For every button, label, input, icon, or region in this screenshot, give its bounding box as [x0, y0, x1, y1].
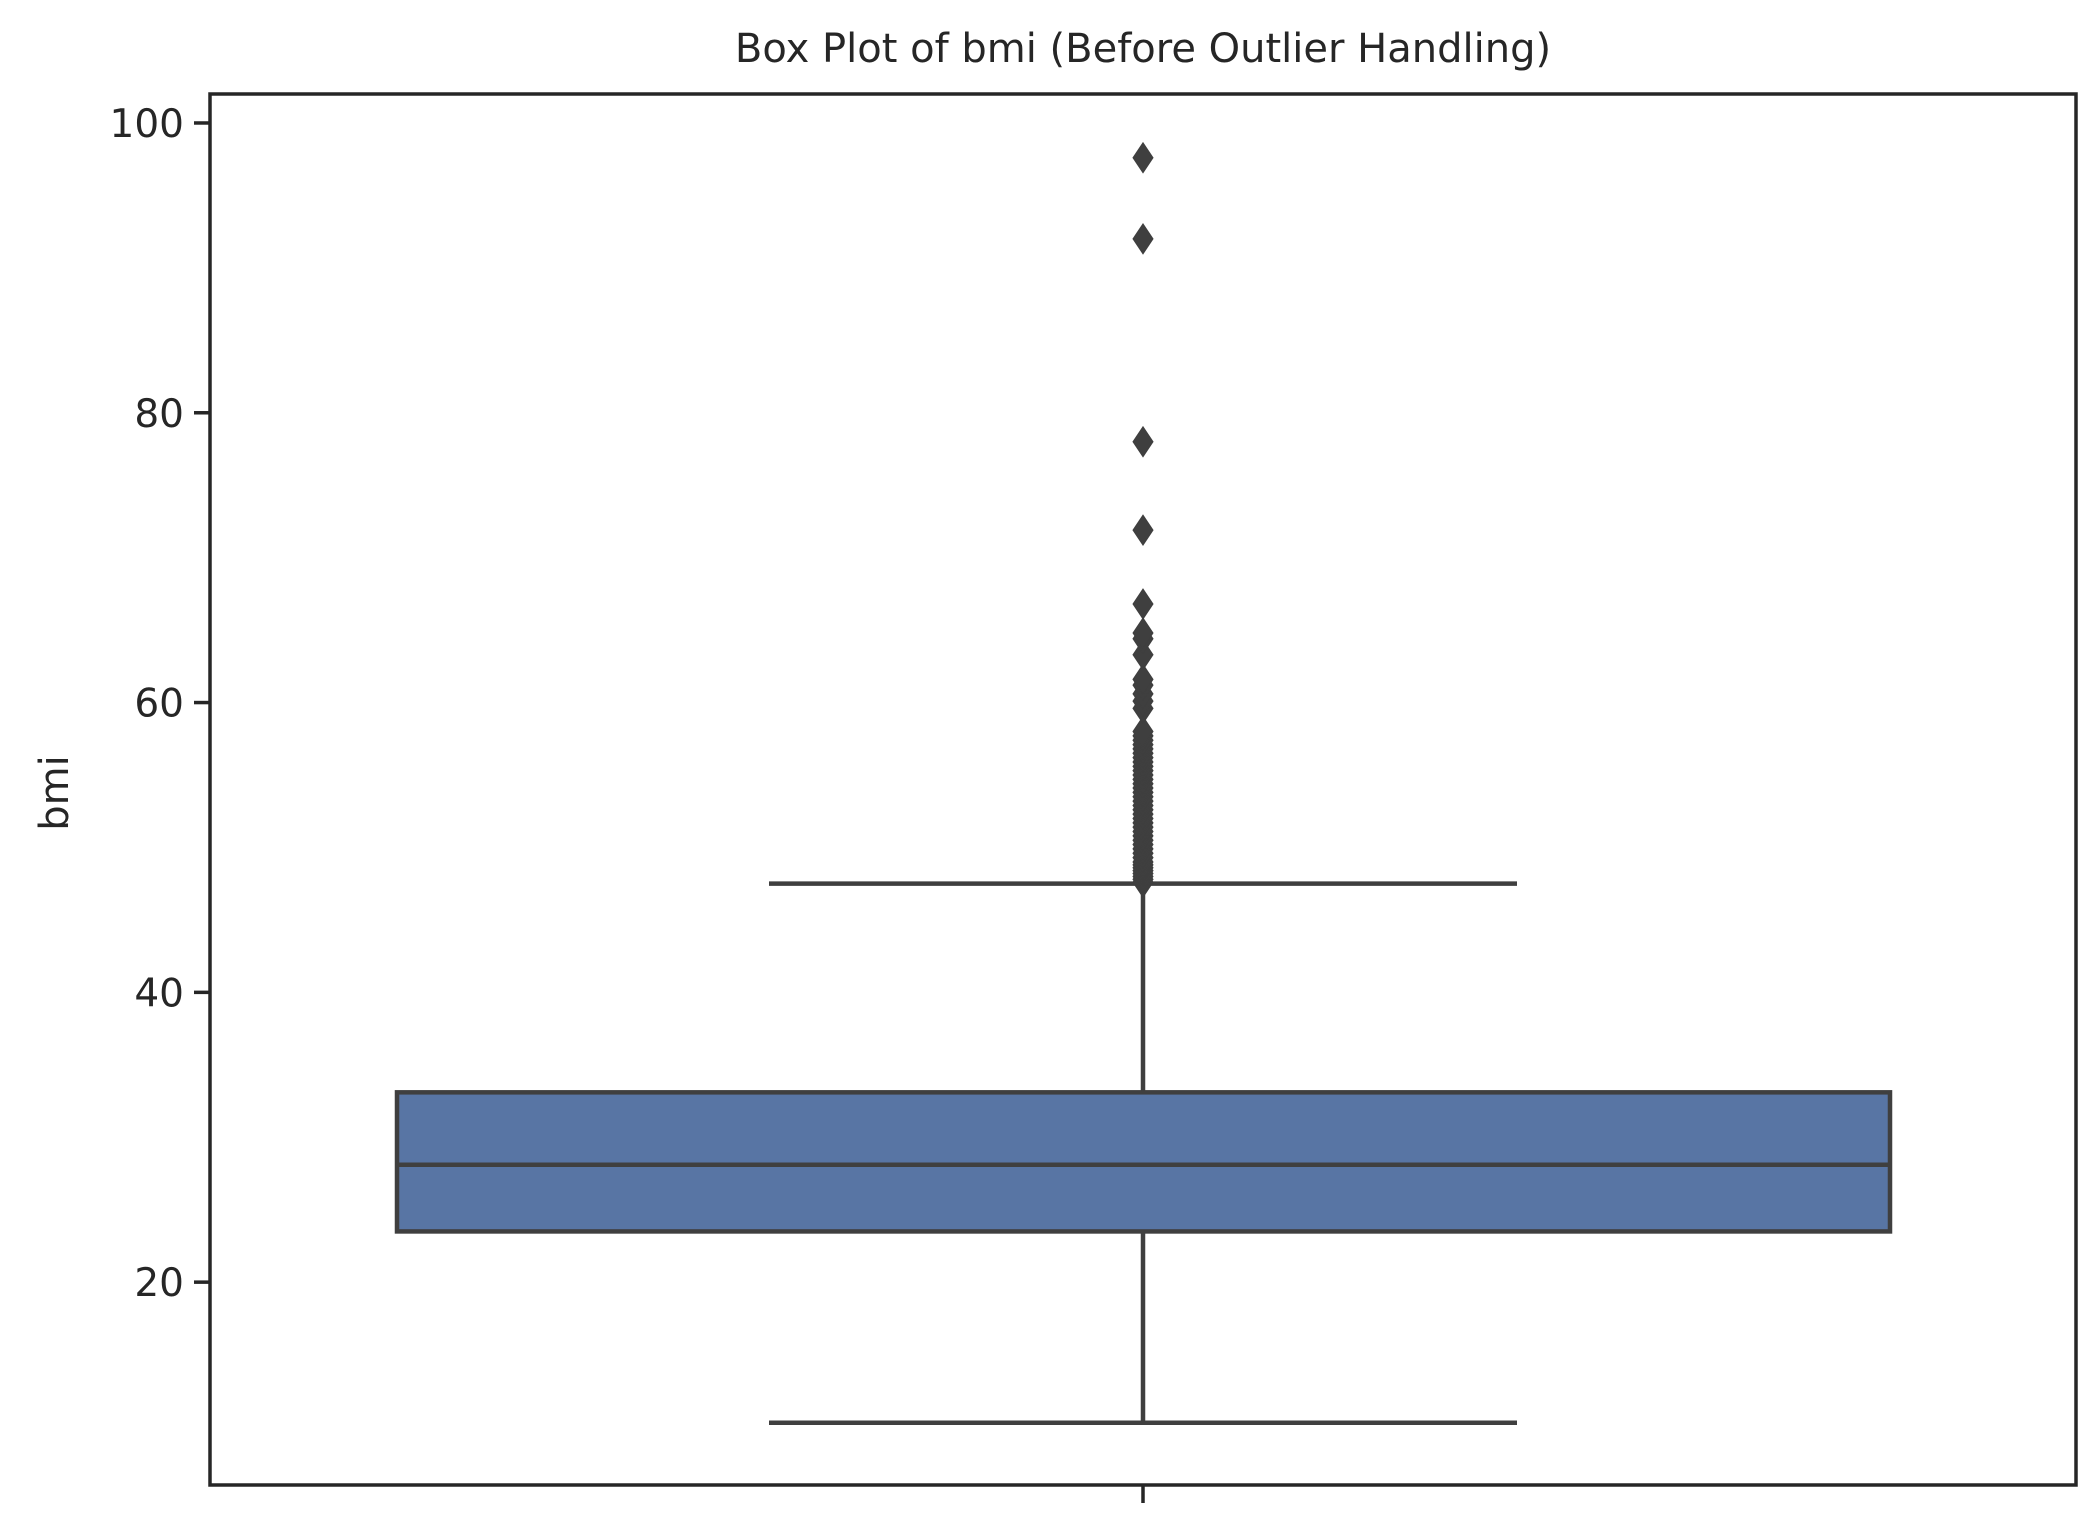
y-tick-label: 100 [110, 102, 184, 147]
outlier-point [1132, 638, 1154, 671]
outlier-point [1132, 425, 1154, 458]
outlier-point [1132, 141, 1154, 174]
outlier-point [1132, 617, 1154, 649]
plot-area: 20 40 60 80 100 [110, 92, 2078, 1503]
outlier-point [1132, 663, 1154, 696]
y-tick-label: 80 [134, 392, 184, 437]
chart-title: Box Plot of bmi (Before Outlier Handling… [735, 26, 1551, 72]
outlier-point [1132, 715, 1154, 748]
outlier-point [1132, 222, 1154, 255]
y-tick-label: 40 [134, 971, 184, 1016]
y-tick-label: 60 [134, 682, 184, 727]
outlier-point [1132, 588, 1154, 620]
outlier-point [1132, 514, 1154, 547]
y-axis-label: bmi [32, 755, 78, 830]
y-tick-label: 20 [134, 1261, 184, 1306]
iqr-box [394, 1090, 1893, 1234]
